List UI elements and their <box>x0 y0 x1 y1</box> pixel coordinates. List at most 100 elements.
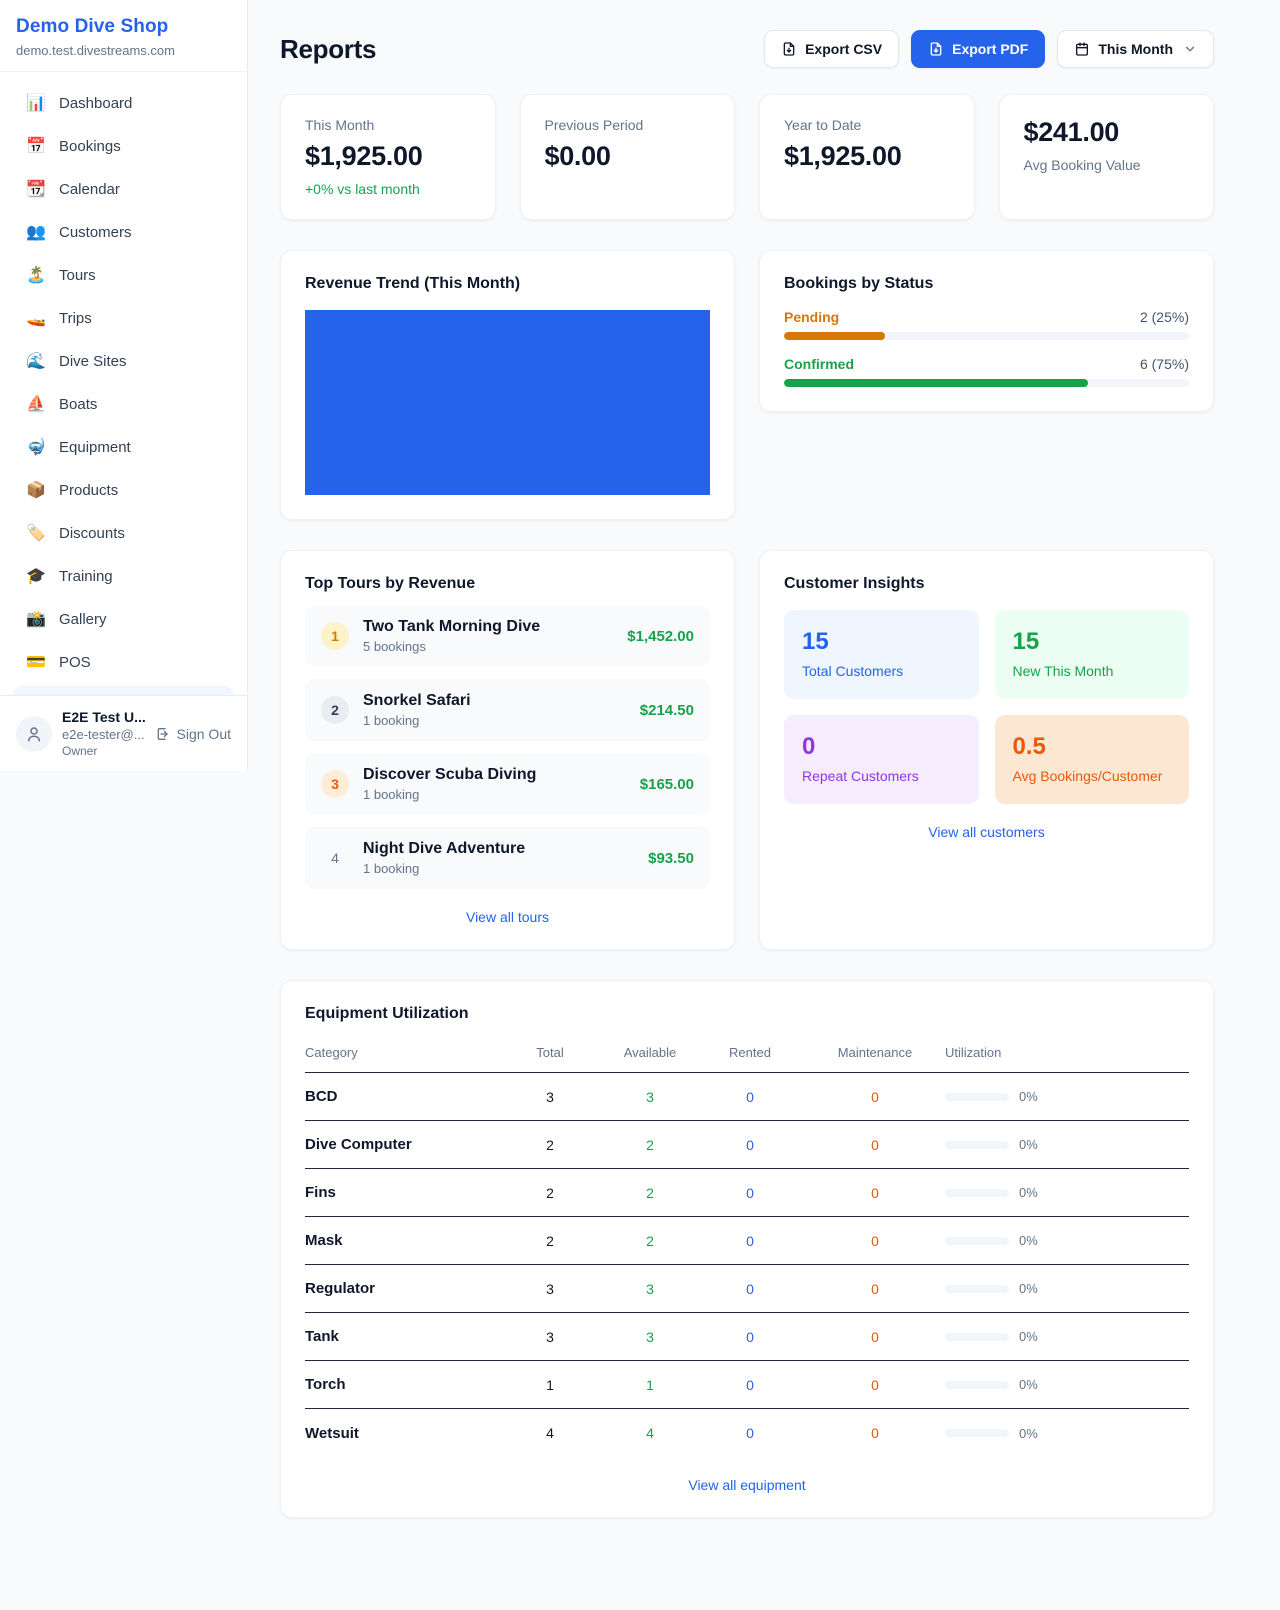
revenue-trend-title: Revenue Trend (This Month) <box>305 275 521 292</box>
equipment-maintenance: 0 <box>871 1280 879 1297</box>
export-pdf-button[interactable]: Export PDF <box>911 30 1046 68</box>
equipment-total: 3 <box>546 1280 554 1297</box>
equipment-rented: 0 <box>746 1376 754 1393</box>
customer-insights-card: Customer Insights 15 Total Customers 15 … <box>759 550 1214 950</box>
sidebar-item-label: Tours <box>59 266 96 284</box>
insight-tile-total-customers: 15 Total Customers <box>784 610 979 699</box>
status-row-confirmed: Confirmed 6 (75%) <box>784 356 1189 387</box>
equipment-utilization-title: Equipment Utilization <box>305 1005 469 1022</box>
sidebar-item-bookings[interactable]: 📅 Bookings <box>12 127 235 165</box>
speedboat-icon: 🚤 <box>26 310 46 327</box>
sidebar-item-reports-partial[interactable] <box>14 686 233 695</box>
sidebar-item-discounts[interactable]: 🏷️ Discounts <box>12 514 235 552</box>
utilization-percent: 0% <box>1019 1329 1038 1344</box>
sidebar-item-training[interactable]: 🎓 Training <box>12 557 235 595</box>
tile-value: 15 <box>1012 628 1040 655</box>
sidebar-item-dive-sites[interactable]: 🌊 Dive Sites <box>12 342 235 380</box>
tour-revenue: $1,452.00 <box>627 627 694 645</box>
equipment-category: Regulator <box>305 1280 376 1297</box>
tile-label: Repeat Customers <box>802 768 919 784</box>
sidebar-item-equipment[interactable]: 🤿 Equipment <box>12 428 235 466</box>
sidebar-item-products[interactable]: 📦 Products <box>12 471 235 509</box>
period-dropdown[interactable]: This Month <box>1057 30 1214 68</box>
col-rented: Rented <box>729 1045 771 1060</box>
view-all-tours-link[interactable]: View all tours <box>465 909 549 925</box>
equipment-available: 3 <box>646 1328 654 1345</box>
sailboat-icon: ⛵ <box>26 396 46 413</box>
table-row: BCD 3 3 0 0 0% <box>305 1073 1189 1121</box>
equipment-total: 3 <box>546 1088 554 1105</box>
utilization-track <box>945 1140 1009 1149</box>
island-icon: 🏝️ <box>26 267 46 284</box>
equipment-category: Tank <box>305 1328 339 1345</box>
wave-icon: 🌊 <box>26 353 46 370</box>
equipment-category: Wetsuit <box>305 1424 359 1442</box>
page-title: Reports <box>280 33 377 64</box>
stat-value: $1,925.00 <box>305 141 423 171</box>
calendar-date-icon: 📅 <box>26 138 46 155</box>
stat-card-avg-booking-value: $241.00 Avg Booking Value <box>998 94 1214 220</box>
export-csv-button[interactable]: Export CSV <box>764 30 900 68</box>
utilization-percent: 0% <box>1019 1185 1038 1200</box>
people-icon: 👥 <box>26 224 46 241</box>
stat-label: Previous Period <box>544 117 644 133</box>
tour-bookings: 5 bookings <box>363 639 426 654</box>
status-row-pending: Pending 2 (25%) <box>784 309 1189 340</box>
equipment-maintenance: 0 <box>871 1088 879 1105</box>
sidebar-nav: 📊 Dashboard 📅 Bookings 📆 Calendar 👥 Cust… <box>0 72 247 695</box>
calendar-icon <box>1076 42 1089 56</box>
equipment-maintenance: 0 <box>871 1232 879 1249</box>
stat-card-year-to-date: Year to Date $1,925.00 <box>759 94 975 220</box>
progress-fill <box>784 379 1088 387</box>
equipment-category: Fins <box>305 1184 336 1201</box>
tour-revenue: $93.50 <box>648 849 694 867</box>
sidebar-item-pos[interactable]: 💳 POS <box>12 643 235 681</box>
revenue-trend-card: Revenue Trend (This Month) <box>280 250 735 520</box>
view-all-customers-link[interactable]: View all customers <box>928 824 1045 840</box>
period-label: This Month <box>1098 41 1173 57</box>
status-label: Pending <box>784 309 840 325</box>
status-label: Confirmed <box>784 356 854 372</box>
utilization-percent: 0% <box>1019 1137 1038 1152</box>
sidebar-item-calendar[interactable]: 📆 Calendar <box>12 170 235 208</box>
utilization-track <box>945 1188 1009 1197</box>
table-row: Wetsuit 4 4 0 0 0% <box>305 1409 1189 1457</box>
equipment-maintenance: 0 <box>871 1328 879 1345</box>
equipment-maintenance: 0 <box>871 1425 879 1441</box>
tile-label: Avg Bookings/Customer <box>1012 768 1163 784</box>
bookings-by-status-title: Bookings by Status <box>784 275 934 292</box>
person-icon <box>28 726 40 741</box>
logout-icon <box>157 727 168 740</box>
user-name: E2E Test U... <box>62 709 146 725</box>
equipment-category: Dive Computer <box>305 1136 412 1153</box>
rank-badge: 4 <box>331 850 339 866</box>
stat-card-previous-period: Previous Period $0.00 <box>519 94 735 220</box>
equipment-available: 4 <box>646 1425 654 1441</box>
equipment-available: 3 <box>646 1280 654 1297</box>
tile-value: 0.5 <box>1012 733 1046 760</box>
table-row: Fins 2 2 0 0 0% <box>305 1169 1189 1217</box>
insight-tile-new-this-month: 15 New This Month <box>994 610 1189 699</box>
progress-track <box>784 332 1189 340</box>
shop-name: Demo Dive Shop <box>16 16 169 37</box>
sidebar-item-boats[interactable]: ⛵ Boats <box>12 385 235 423</box>
view-all-equipment-link[interactable]: View all equipment <box>688 1477 806 1493</box>
equipment-table: Category Total Available Rented Maintena… <box>305 1037 1189 1457</box>
sidebar-item-gallery[interactable]: 📸 Gallery <box>12 600 235 638</box>
sign-out-button[interactable]: Sign Out <box>155 726 231 742</box>
sidebar-item-tours[interactable]: 🏝️ Tours <box>12 256 235 294</box>
bar-chart-icon: 📊 <box>26 95 46 112</box>
camera-icon: 📸 <box>26 611 46 628</box>
stats-row: This Month $1,925.00 +0% vs last month P… <box>280 94 1214 220</box>
sidebar-item-dashboard[interactable]: 📊 Dashboard <box>12 84 235 122</box>
main-content: Reports Export CSV Export PDF This Month <box>248 0 1280 1562</box>
equipment-rented: 0 <box>746 1088 754 1105</box>
avatar <box>16 715 52 752</box>
utilization-percent: 0% <box>1019 1233 1038 1248</box>
sidebar-item-trips[interactable]: 🚤 Trips <box>12 299 235 337</box>
sidebar-item-label: POS <box>59 653 91 671</box>
sidebar-item-customers[interactable]: 👥 Customers <box>12 213 235 251</box>
user-role: Owner <box>62 744 98 758</box>
table-row: Mask 2 2 0 0 0% <box>305 1217 1189 1265</box>
progress-fill <box>784 332 886 340</box>
